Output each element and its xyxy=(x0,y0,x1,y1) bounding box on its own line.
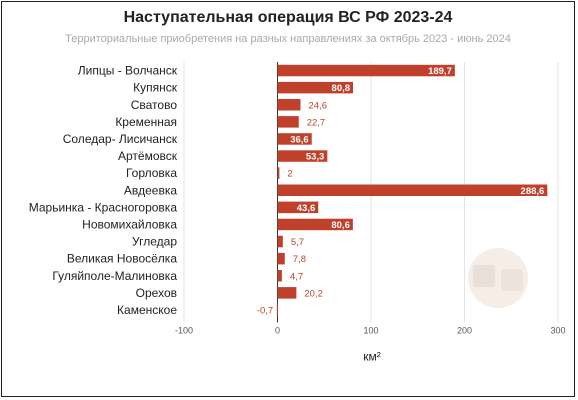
category-label: Каменское xyxy=(117,303,177,317)
category-label: Орехов xyxy=(136,286,177,300)
bar xyxy=(277,287,297,299)
category-label: Артёмовск xyxy=(118,149,178,163)
value-label: 43,6 xyxy=(297,203,316,214)
value-label: 189,7 xyxy=(428,66,452,77)
bar xyxy=(277,270,282,282)
bar xyxy=(277,99,301,111)
watermark-logo xyxy=(468,248,528,308)
category-label: Новомихайловка xyxy=(82,217,177,231)
value-label: 5,7 xyxy=(291,237,304,248)
category-label: Гуляйполе-Малиновка xyxy=(52,269,177,283)
x-axis-label: км² xyxy=(363,350,381,364)
value-label: 20,2 xyxy=(304,288,323,299)
bar xyxy=(276,304,278,316)
chart-title: Наступательная операция ВС РФ 2023-24 xyxy=(123,9,453,26)
chart-subtitle: Территориальные приобретения на разных н… xyxy=(65,33,511,45)
x-tick-label: 100 xyxy=(363,326,378,336)
value-label: 24,6 xyxy=(309,100,328,111)
category-label: Марьинка - Красногоровка xyxy=(29,200,178,214)
bar xyxy=(277,167,280,179)
x-tick-label: 0 xyxy=(275,326,280,336)
value-label: 36,6 xyxy=(290,134,309,145)
bar xyxy=(277,235,283,248)
value-label: 4,7 xyxy=(290,271,303,282)
bar xyxy=(277,252,285,265)
category-label: Авдеевка xyxy=(124,183,177,197)
value-label: -0,7 xyxy=(257,305,273,316)
category-label: Угледар xyxy=(132,235,177,249)
value-label: 22,7 xyxy=(307,117,326,128)
x-tick-label: 200 xyxy=(457,326,472,336)
x-tick-label: -100 xyxy=(175,326,193,336)
x-tick-label: 300 xyxy=(550,326,565,336)
category-label: Сватово xyxy=(131,98,178,112)
category-label: Горловка xyxy=(126,166,177,180)
value-label: 80,8 xyxy=(332,83,351,94)
value-label: 7,8 xyxy=(293,254,306,265)
bar xyxy=(277,184,548,196)
bar xyxy=(277,218,353,231)
value-label: 80,6 xyxy=(331,220,350,231)
bar xyxy=(277,150,328,162)
category-label: Кременная xyxy=(115,115,177,129)
category-label: Липцы - Волчанск xyxy=(78,64,178,78)
category-label: Купянск xyxy=(133,81,178,95)
bar xyxy=(277,64,455,77)
category-label: Великая Новосёлка xyxy=(67,252,177,266)
bar xyxy=(277,201,319,214)
bar xyxy=(277,133,312,145)
bar xyxy=(277,116,299,128)
value-label: 53,3 xyxy=(306,152,325,163)
category-label: Соледар- Лисичанск xyxy=(63,132,178,146)
value-label: 2 xyxy=(287,169,292,180)
bar xyxy=(277,81,354,94)
value-label: 288,6 xyxy=(521,186,545,197)
